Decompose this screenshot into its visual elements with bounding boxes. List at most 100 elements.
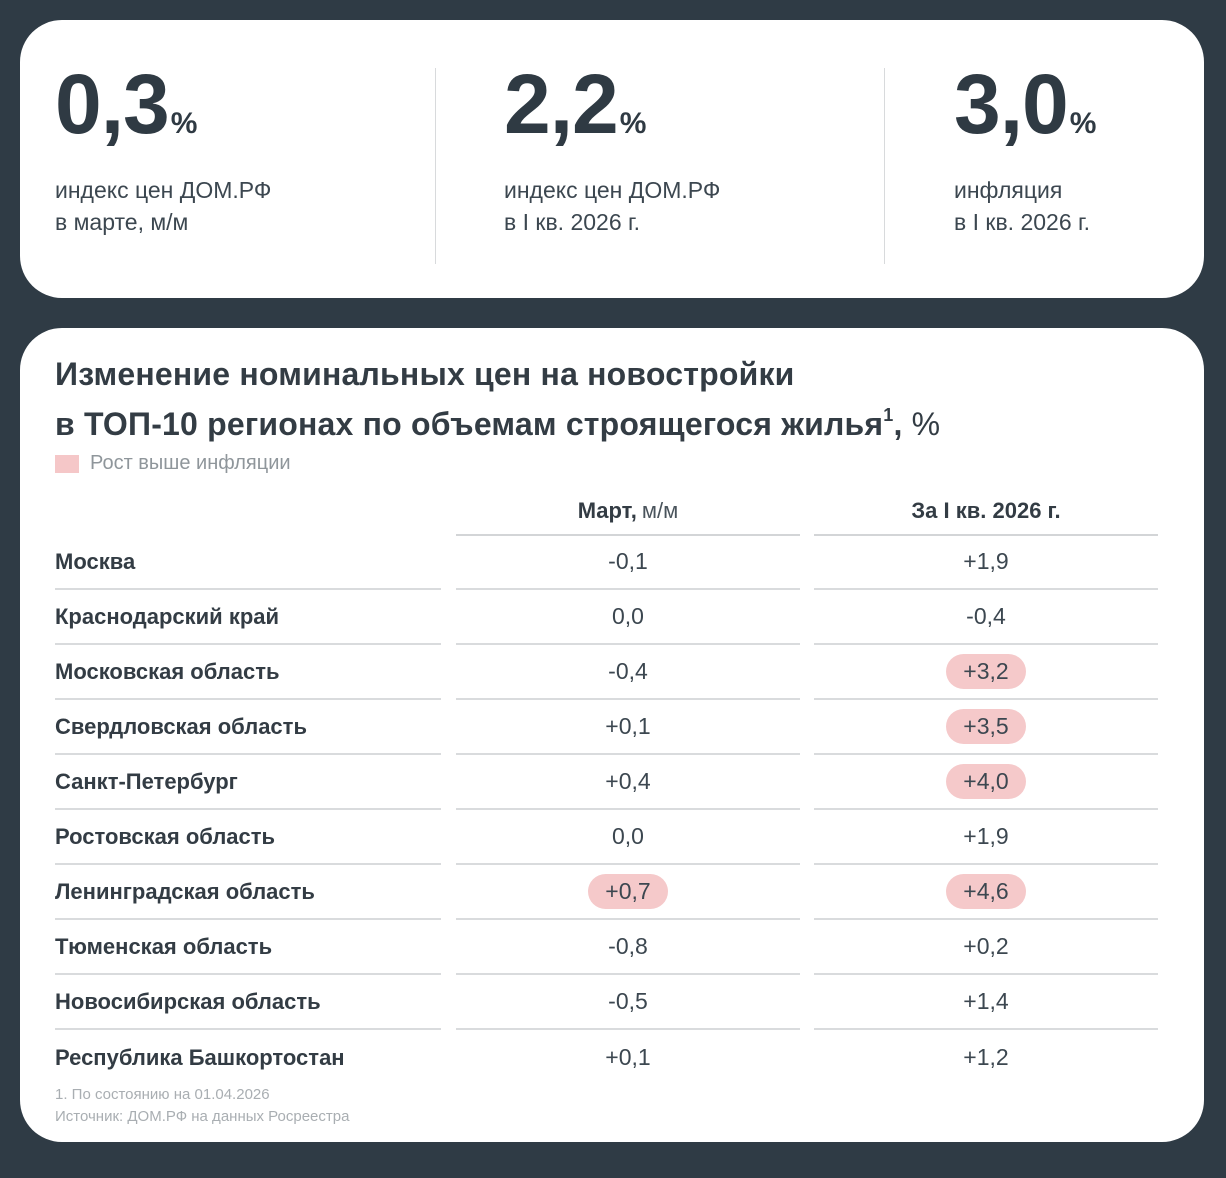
q1-value: +1,2 <box>963 1044 1009 1070</box>
q1-change-cell: +4,0 <box>814 755 1158 810</box>
kpi-label: индекс цен ДОМ.РФ в марте, м/м <box>55 174 385 238</box>
region-name: Свердловская область <box>55 700 441 755</box>
q1-change-cell: +1,9 <box>814 535 1158 590</box>
march-value-highlighted: +0,7 <box>588 874 668 909</box>
kpi-label-line2: в I кв. 2026 г. <box>504 209 640 235</box>
march-change-cell: -0,5 <box>456 975 800 1030</box>
price-change-card: Изменение номинальных цен на новостройки… <box>20 328 1204 1142</box>
regions-table: Москва -0,1 +1,9 Краснодарский край 0,0 -0,4 М… <box>20 535 1204 1085</box>
region-name: Санкт-Петербург <box>55 755 441 810</box>
table-row: Санкт-Петербург +0,4 +4,0 <box>20 755 1204 810</box>
march-change-cell: 0,0 <box>456 590 800 645</box>
q1-change-cell: +0,2 <box>814 920 1158 975</box>
region-name: Ростовская область <box>55 810 441 865</box>
q1-change-cell: -0,4 <box>814 590 1158 645</box>
footnote: 1. По состоянию на 01.04.2026 Источник: … <box>55 1084 349 1128</box>
title-line2-text: в ТОП-10 регионах по объемам строящегося… <box>55 406 884 442</box>
march-change-cell: +0,1 <box>456 700 800 755</box>
column-header-march-label: Март, <box>577 498 637 523</box>
region-name: Ленинградская область <box>55 865 441 920</box>
march-value: 0,0 <box>612 823 644 849</box>
footnote-source: Источник: ДОМ.РФ на данных Росреестра <box>55 1108 350 1125</box>
footnote-marker: 1 <box>883 405 894 425</box>
title-suffix: , <box>893 406 912 442</box>
kpi-label-line2: в марте, м/м <box>55 209 189 235</box>
region-name: Тюменская область <box>55 920 441 975</box>
region-name: Московская область <box>55 645 441 700</box>
region-name: Москва <box>55 535 441 590</box>
march-change-cell: -0,1 <box>456 535 800 590</box>
kpi-label-line2: в I кв. 2026 г. <box>954 209 1090 235</box>
title-unit: % <box>911 406 941 442</box>
march-value: 0,0 <box>612 603 644 629</box>
kpi-card: 0,3% индекс цен ДОМ.РФ в марте, м/м 2,2%… <box>20 20 1204 298</box>
q1-change-cell: +3,5 <box>814 700 1158 755</box>
column-header-q1-label: За I кв. 2026 г. <box>911 498 1061 523</box>
march-change-cell: -0,8 <box>456 920 800 975</box>
kpi-number: 0,3 <box>55 57 170 151</box>
kpi-number: 3,0 <box>954 57 1069 151</box>
table-row: Москва -0,1 +1,9 <box>20 535 1204 590</box>
kpi-label-line1: инфляция <box>954 177 1063 203</box>
kpi-divider <box>884 68 885 264</box>
region-name: Новосибирская область <box>55 975 441 1030</box>
kpi-label-line1: индекс цен ДОМ.РФ <box>55 177 272 203</box>
table-row: Новосибирская область -0,5 +1,4 <box>20 975 1204 1030</box>
region-name: Республика Башкортостан <box>55 1044 345 1070</box>
kpi-label: индекс цен ДОМ.РФ в I кв. 2026 г. <box>504 174 834 238</box>
march-value: -0,1 <box>608 548 648 574</box>
march-value: -0,4 <box>608 658 648 684</box>
q1-value-highlighted: +3,5 <box>946 709 1026 744</box>
title-line1: Изменение номинальных цен на новостройки <box>55 356 795 392</box>
table-row: Ростовская область 0,0 +1,9 <box>20 810 1204 865</box>
kpi-value: 3,0% <box>954 62 1096 146</box>
column-header-q1: За I кв. 2026 г. <box>814 488 1158 536</box>
kpi-value: 0,3% <box>55 62 197 146</box>
section-title: Изменение номинальных цен на новостройки… <box>55 354 940 445</box>
column-header-march-unit: м/м <box>641 498 679 523</box>
march-change-cell: +0,1 <box>456 1030 800 1085</box>
table-row: Республика Башкортостан +0,1 +1,2 <box>20 1030 1204 1085</box>
q1-change-cell: +1,4 <box>814 975 1158 1030</box>
march-value: +0,1 <box>605 713 651 739</box>
legend-swatch-icon <box>55 454 79 473</box>
q1-value: +1,9 <box>963 548 1009 574</box>
march-value: +0,4 <box>605 768 651 794</box>
kpi-percent-sign: % <box>170 107 198 140</box>
footnote-line1: 1. По состоянию на 01.04.2026 <box>55 1086 270 1103</box>
march-change-cell: 0,0 <box>456 810 800 865</box>
march-value: -0,5 <box>608 988 648 1014</box>
q1-value-highlighted: +4,0 <box>946 764 1026 799</box>
q1-value: +1,9 <box>963 823 1009 849</box>
q1-change-cell: +1,2 <box>814 1030 1158 1085</box>
kpi-percent-sign: % <box>619 107 647 140</box>
kpi-value: 2,2% <box>504 62 646 146</box>
title-line2: в ТОП-10 регионах по объемам строящегося… <box>55 395 940 445</box>
q1-value-highlighted: +4,6 <box>946 874 1026 909</box>
march-change-cell: -0,4 <box>456 645 800 700</box>
table-row: Ленинградская область +0,7 +4,6 <box>20 865 1204 920</box>
column-header-march: Март, м/м <box>456 488 800 536</box>
q1-change-cell: +3,2 <box>814 645 1158 700</box>
march-change-cell: +0,4 <box>456 755 800 810</box>
q1-value: +1,4 <box>963 988 1009 1014</box>
q1-change-cell: +4,6 <box>814 865 1158 920</box>
table-row: Краснодарский край 0,0 -0,4 <box>20 590 1204 645</box>
kpi-percent-sign: % <box>1069 107 1097 140</box>
kpi-number: 2,2 <box>504 57 619 151</box>
table-row: Московская область -0,4 +3,2 <box>20 645 1204 700</box>
table-row: Тюменская область -0,8 +0,2 <box>20 920 1204 975</box>
march-value: -0,8 <box>608 933 648 959</box>
q1-value-highlighted: +3,2 <box>946 654 1026 689</box>
march-change-cell: +0,7 <box>456 865 800 920</box>
kpi-label-line1: индекс цен ДОМ.РФ <box>504 177 721 203</box>
kpi-divider <box>435 68 436 264</box>
q1-value: -0,4 <box>966 603 1006 629</box>
legend-label: Рост выше инфляции <box>90 452 291 474</box>
region-name: Краснодарский край <box>55 590 441 645</box>
q1-value: +0,2 <box>963 933 1009 959</box>
march-value: +0,1 <box>605 1044 651 1070</box>
table-row: Свердловская область +0,1 +3,5 <box>20 700 1204 755</box>
legend: Рост выше инфляции <box>55 452 291 475</box>
kpi-label: инфляция в I кв. 2026 г. <box>954 174 1226 238</box>
